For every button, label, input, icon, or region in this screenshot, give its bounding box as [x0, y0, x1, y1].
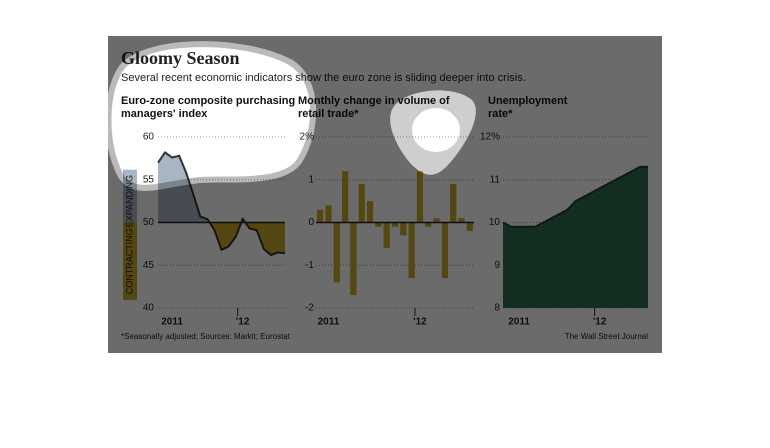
- bar: [450, 184, 457, 223]
- y-tick-label: 11: [490, 174, 501, 185]
- bar: [358, 184, 365, 223]
- y-tick-label: -1: [305, 260, 314, 271]
- panel-title: Euro-zone composite purchasing managers'…: [121, 95, 296, 120]
- bar: [366, 201, 374, 223]
- chart-title: Gloomy Season: [121, 48, 240, 68]
- bar: [441, 222, 449, 279]
- bar: [466, 222, 473, 232]
- y-tick-label: 45: [143, 260, 155, 271]
- bar: [317, 209, 324, 223]
- panel-title: Monthly change in volume of retail trade…: [298, 95, 450, 120]
- y-tick-label: 60: [143, 132, 155, 143]
- footnote: *Seasonally adjusted; Sources: Markit; E…: [121, 332, 291, 341]
- y-tick-label: 8: [494, 303, 500, 314]
- y-tick-label: 12%: [480, 132, 500, 143]
- y-tick-label: 40: [143, 303, 155, 314]
- x-tick-label: 2011: [318, 317, 340, 328]
- y-tick-label: -2: [305, 303, 314, 314]
- x-tick-label: 2011: [508, 317, 530, 328]
- bar: [400, 222, 407, 236]
- y-tick-label: 9: [494, 260, 500, 271]
- bar: [333, 222, 340, 283]
- bar: [325, 205, 332, 223]
- panel-title: Unemployment rate*: [488, 95, 568, 120]
- bar: [408, 222, 415, 279]
- y-tick-label: 55: [143, 174, 155, 185]
- bar: [350, 222, 357, 296]
- y-tick-label: 1: [308, 174, 314, 185]
- band-label: EXPANDING: [124, 175, 134, 227]
- x-tick-label: '12: [236, 317, 250, 328]
- y-tick-label: 0: [308, 217, 314, 228]
- bar: [383, 222, 390, 249]
- y-tick-label: 2%: [300, 132, 315, 143]
- y-tick-label: 50: [143, 217, 155, 228]
- x-tick-label: '12: [593, 317, 607, 328]
- x-tick-label: 2011: [161, 317, 183, 328]
- bar: [341, 171, 349, 223]
- bar: [416, 171, 424, 223]
- x-tick-label: '12: [413, 317, 427, 328]
- band-label: CONTRACTING: [124, 228, 134, 294]
- chart-subtitle: Several recent economic indicators show …: [121, 72, 526, 84]
- y-tick-label: 10: [489, 217, 501, 228]
- source: The Wall Street Journal: [565, 332, 649, 341]
